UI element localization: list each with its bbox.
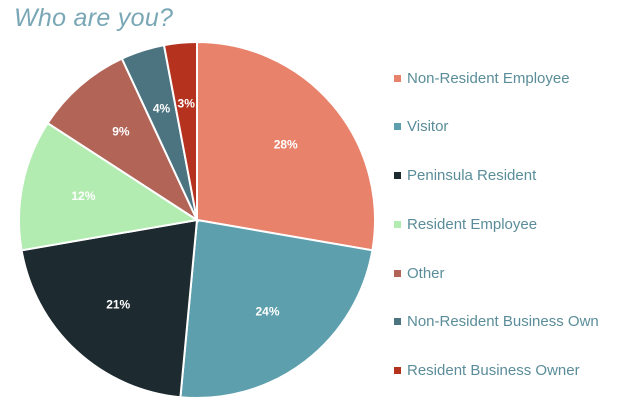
legend-swatch [394, 172, 401, 180]
pie-slice-1 [179, 218, 374, 399]
slice-value-label: 3% [178, 97, 196, 111]
legend-item: Visitor [394, 115, 622, 139]
legend-item: Resident Business Owner [394, 359, 622, 383]
legend-item: Peninsula Resident [394, 164, 622, 188]
pie-slice-0 [196, 40, 376, 252]
legend-item: Non-Resident Business Own [394, 310, 622, 334]
legend-label: Visitor [407, 118, 449, 136]
legend-swatch [394, 123, 401, 131]
pie-slice-3 [18, 121, 200, 252]
legend-swatch [394, 220, 401, 228]
legend-item: Non-Resident Employee [394, 66, 622, 90]
legend-item: Resident Employee [394, 212, 622, 236]
legend-item: Other [394, 261, 622, 285]
slice-value-label: 9% [112, 125, 130, 139]
slice-value-label: 21% [106, 297, 130, 311]
legend-swatch [394, 367, 401, 375]
slice-value-label: 28% [274, 137, 298, 151]
legend-label: Resident Employee [407, 215, 538, 233]
pie-chart: 28% 24% 21% 12% 9% 4% 3% [18, 40, 376, 399]
pie-slice-4 [46, 57, 200, 223]
slice-value-label: 12% [71, 189, 95, 203]
chart-title: Who are you? [14, 4, 174, 32]
legend-label: Other [407, 264, 445, 282]
legend-swatch [394, 269, 401, 277]
pie-slice-2 [20, 218, 199, 399]
legend-label: Resident Business Owner [407, 362, 580, 380]
pie-slice-6 [162, 40, 198, 221]
legend-label: Non-Resident Employee [407, 69, 570, 87]
chart-legend: Non-Resident Employee Visitor Peninsula Re… [394, 66, 622, 408]
legend-swatch [394, 318, 401, 326]
legend-swatch [394, 74, 401, 82]
legend-label: Peninsula Resident [407, 167, 537, 185]
legend-label: Non-Resident Business Own [407, 313, 599, 331]
slice-value-label: 24% [255, 304, 279, 318]
slice-value-label: 4% [153, 102, 171, 116]
